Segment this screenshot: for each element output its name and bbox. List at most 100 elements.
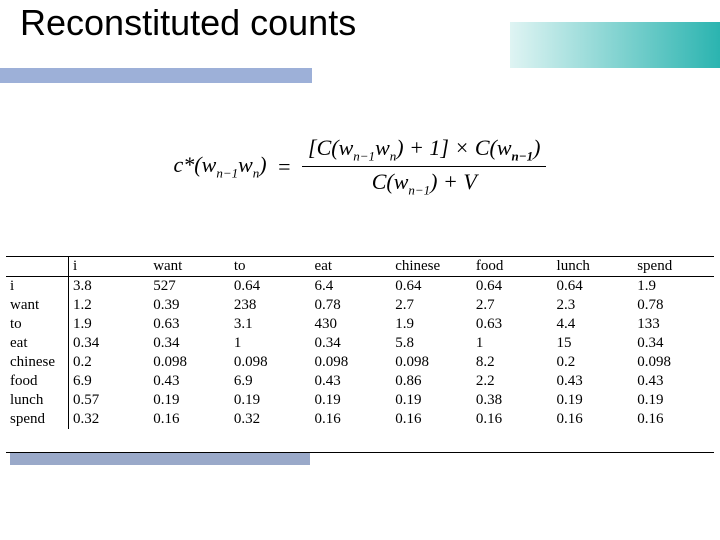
cell: 0.64 bbox=[553, 277, 634, 297]
cell: 0.34 bbox=[633, 334, 714, 353]
col-header: to bbox=[230, 257, 311, 277]
cell: 0.2 bbox=[69, 353, 150, 372]
cell: 6.4 bbox=[311, 277, 392, 297]
cell: 0.098 bbox=[311, 353, 392, 372]
col-header: food bbox=[472, 257, 553, 277]
table-row: to1.90.633.14301.90.634.4133 bbox=[6, 315, 714, 334]
cell: 0.57 bbox=[69, 391, 150, 410]
cell: 1.9 bbox=[69, 315, 150, 334]
cell: 15 bbox=[553, 334, 634, 353]
cell: 0.34 bbox=[311, 334, 392, 353]
cell: 0.64 bbox=[230, 277, 311, 297]
cell: 0.16 bbox=[149, 410, 230, 429]
cell: 0.39 bbox=[149, 296, 230, 315]
cell: 0.63 bbox=[472, 315, 553, 334]
equals-sign: = bbox=[278, 154, 290, 180]
cell: 1.9 bbox=[633, 277, 714, 297]
cell: 0.098 bbox=[230, 353, 311, 372]
formula-lhs: c*(wn−1wn) bbox=[174, 152, 267, 181]
cell: 0.78 bbox=[633, 296, 714, 315]
page-title: Reconstituted counts bbox=[20, 2, 356, 44]
row-header: want bbox=[6, 296, 69, 315]
cell: 1.2 bbox=[69, 296, 150, 315]
cell: 8.2 bbox=[472, 353, 553, 372]
table-row: i3.85270.646.40.640.640.641.9 bbox=[6, 277, 714, 297]
table-row: lunch0.570.190.190.190.190.380.190.19 bbox=[6, 391, 714, 410]
col-header: chinese bbox=[391, 257, 472, 277]
cell: 0.43 bbox=[149, 372, 230, 391]
cell: 0.43 bbox=[311, 372, 392, 391]
cell: 0.63 bbox=[149, 315, 230, 334]
col-header: lunch bbox=[553, 257, 634, 277]
table-row: want1.20.392380.782.72.72.30.78 bbox=[6, 296, 714, 315]
row-header: i bbox=[6, 277, 69, 297]
cell: 0.098 bbox=[391, 353, 472, 372]
cell: 0.43 bbox=[553, 372, 634, 391]
cell: 0.64 bbox=[472, 277, 553, 297]
cell: 2.2 bbox=[472, 372, 553, 391]
row-header: eat bbox=[6, 334, 69, 353]
formula-denominator: C(wn−1) + V bbox=[302, 167, 546, 198]
cell: 1.9 bbox=[391, 315, 472, 334]
table-row: food6.90.436.90.430.862.20.430.43 bbox=[6, 372, 714, 391]
cell: 2.7 bbox=[391, 296, 472, 315]
cell: 430 bbox=[311, 315, 392, 334]
formula-fraction: [C(wn−1wn) + 1] × C(wn−1) C(wn−1) + V bbox=[302, 135, 546, 199]
cell: 0.64 bbox=[391, 277, 472, 297]
col-header: eat bbox=[311, 257, 392, 277]
row-header: spend bbox=[6, 410, 69, 429]
cell: 2.7 bbox=[472, 296, 553, 315]
col-header: i bbox=[69, 257, 150, 277]
title-underline bbox=[0, 68, 312, 83]
cell: 133 bbox=[633, 315, 714, 334]
cell: 0.16 bbox=[472, 410, 553, 429]
cell: 0.43 bbox=[633, 372, 714, 391]
cell: 238 bbox=[230, 296, 311, 315]
cell: 0.16 bbox=[553, 410, 634, 429]
cell: 0.19 bbox=[311, 391, 392, 410]
corner-cell bbox=[6, 257, 69, 277]
formula-numerator: [C(wn−1wn) + 1] × C(wn−1) bbox=[302, 135, 546, 167]
cell: 4.4 bbox=[553, 315, 634, 334]
cell: 1 bbox=[230, 334, 311, 353]
cell: 6.9 bbox=[230, 372, 311, 391]
cell: 5.8 bbox=[391, 334, 472, 353]
cell: 3.1 bbox=[230, 315, 311, 334]
cell: 0.16 bbox=[391, 410, 472, 429]
bottom-shadow-bar bbox=[10, 453, 310, 465]
cell: 0.19 bbox=[149, 391, 230, 410]
col-header: want bbox=[149, 257, 230, 277]
cell: 0.78 bbox=[311, 296, 392, 315]
cell: 0.16 bbox=[311, 410, 392, 429]
cell: 0.16 bbox=[633, 410, 714, 429]
cell: 0.2 bbox=[553, 353, 634, 372]
cell: 1 bbox=[472, 334, 553, 353]
cell: 0.34 bbox=[149, 334, 230, 353]
cell: 3.8 bbox=[69, 277, 150, 297]
cell: 527 bbox=[149, 277, 230, 297]
cell: 0.19 bbox=[633, 391, 714, 410]
cell: 0.86 bbox=[391, 372, 472, 391]
cell: 6.9 bbox=[69, 372, 150, 391]
cell: 0.098 bbox=[149, 353, 230, 372]
cell: 0.19 bbox=[553, 391, 634, 410]
row-header: lunch bbox=[6, 391, 69, 410]
table-row: chinese0.20.0980.0980.0980.0988.20.20.09… bbox=[6, 353, 714, 372]
row-header: food bbox=[6, 372, 69, 391]
cell: 0.098 bbox=[633, 353, 714, 372]
formula-block: c*(wn−1wn) = [C(wn−1wn) + 1] × C(wn−1) C… bbox=[0, 135, 720, 199]
counts-table-wrap: iwanttoeatchinesefoodlunchspend i3.85270… bbox=[6, 256, 714, 429]
cell: 0.19 bbox=[391, 391, 472, 410]
cell: 0.19 bbox=[230, 391, 311, 410]
row-header: chinese bbox=[6, 353, 69, 372]
counts-table: iwanttoeatchinesefoodlunchspend i3.85270… bbox=[6, 256, 714, 429]
col-header: spend bbox=[633, 257, 714, 277]
cell: 0.34 bbox=[69, 334, 150, 353]
row-header: to bbox=[6, 315, 69, 334]
cell: 0.32 bbox=[69, 410, 150, 429]
slide-header: Reconstituted counts bbox=[0, 0, 720, 68]
cell: 2.3 bbox=[553, 296, 634, 315]
cell: 0.38 bbox=[472, 391, 553, 410]
table-row: eat0.340.3410.345.81150.34 bbox=[6, 334, 714, 353]
cell: 0.32 bbox=[230, 410, 311, 429]
